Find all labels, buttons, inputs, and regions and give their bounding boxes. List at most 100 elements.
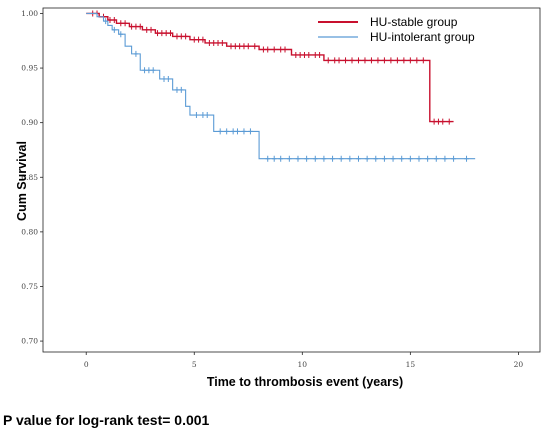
censor-mark bbox=[375, 57, 381, 64]
plot-frame bbox=[42, 7, 541, 353]
censor-mark bbox=[233, 43, 238, 50]
censor-mark bbox=[447, 118, 452, 125]
censor-mark bbox=[151, 67, 156, 74]
censor-mark bbox=[304, 155, 309, 162]
x-tick-label: 5 bbox=[192, 360, 197, 369]
censor-mark bbox=[356, 57, 361, 64]
censor-mark bbox=[297, 51, 303, 58]
censor-mark bbox=[451, 155, 456, 162]
censor-mark bbox=[103, 18, 108, 25]
censor-mark bbox=[205, 112, 210, 119]
censor-mark bbox=[163, 30, 169, 37]
censor-mark bbox=[133, 23, 139, 30]
censor-mark bbox=[272, 155, 277, 162]
censor-mark bbox=[317, 51, 322, 58]
censor-mark bbox=[235, 128, 240, 135]
censor-mark bbox=[416, 155, 422, 162]
censor-mark bbox=[252, 43, 257, 50]
censor-mark bbox=[343, 57, 348, 64]
censor-mark bbox=[241, 43, 247, 50]
y-tick-label: 0.70 bbox=[21, 337, 38, 346]
censor-mark bbox=[207, 39, 212, 46]
censor-mark bbox=[330, 155, 335, 162]
censor-mark bbox=[200, 112, 206, 119]
censor-mark bbox=[399, 155, 404, 162]
censor-mark bbox=[313, 155, 318, 162]
censor-mark bbox=[237, 43, 242, 50]
censor-mark bbox=[138, 23, 143, 30]
censor-mark bbox=[122, 20, 128, 27]
series-hu-stable-group bbox=[86, 10, 454, 125]
censor-mark bbox=[179, 33, 184, 40]
censor-mark bbox=[364, 155, 370, 162]
censor-mark bbox=[161, 75, 167, 82]
censor-mark bbox=[261, 46, 266, 53]
censor-mark bbox=[265, 155, 270, 162]
censor-mark bbox=[224, 128, 229, 135]
censor-mark bbox=[282, 46, 288, 53]
censor-mark bbox=[230, 128, 236, 135]
censor-mark bbox=[148, 26, 154, 33]
legend-label-hu-stable: HU-stable group bbox=[370, 15, 458, 29]
censor-mark bbox=[220, 39, 225, 46]
x-tick-label: 15 bbox=[406, 360, 416, 369]
censor-mark bbox=[382, 155, 387, 162]
censor-mark bbox=[356, 155, 361, 162]
censor-mark bbox=[133, 50, 139, 57]
censor-mark bbox=[146, 67, 152, 74]
censor-mark bbox=[401, 57, 407, 64]
censor-mark bbox=[168, 30, 173, 37]
censor-mark bbox=[390, 155, 396, 162]
censor-mark bbox=[339, 155, 344, 162]
censor-mark bbox=[431, 118, 437, 125]
censor-mark bbox=[129, 23, 134, 30]
censor-mark bbox=[414, 57, 420, 64]
censor-mark bbox=[159, 30, 165, 37]
censor-mark bbox=[332, 57, 337, 64]
censor-mark bbox=[144, 26, 149, 33]
y-tick-label: 0.75 bbox=[21, 282, 38, 291]
censor-mark bbox=[278, 155, 283, 162]
censor-mark bbox=[440, 118, 445, 125]
censor-mark bbox=[174, 86, 180, 93]
censor-mark bbox=[464, 155, 469, 162]
censor-mark bbox=[382, 57, 387, 64]
censor-mark bbox=[107, 17, 113, 24]
y-axis-ticks: 0.70 0.75 0.80 0.85 0.90 0.95 1.00 bbox=[21, 9, 43, 346]
censor-mark bbox=[166, 75, 171, 82]
x-axis-title: Time to thrombosis event (years) bbox=[207, 375, 403, 389]
censor-mark bbox=[302, 51, 307, 58]
censor-mark bbox=[434, 155, 439, 162]
censor-mark bbox=[293, 51, 299, 58]
censor-mark bbox=[408, 57, 413, 64]
log-rank-footnote: P value for log-rank test= 0.001 bbox=[3, 412, 210, 428]
censor-mark bbox=[215, 39, 221, 46]
censor-mark bbox=[248, 128, 253, 135]
censor-mark bbox=[278, 46, 283, 53]
x-axis-ticks: 0 5 10 15 20 bbox=[84, 352, 524, 369]
censor-mark bbox=[211, 39, 216, 46]
censor-mark bbox=[442, 155, 448, 162]
censor-mark bbox=[241, 128, 247, 135]
censor-mark bbox=[192, 36, 197, 43]
censor-mark bbox=[425, 155, 430, 162]
censor-mark bbox=[112, 26, 117, 33]
censor-mark bbox=[272, 46, 277, 53]
censor-mark bbox=[196, 36, 201, 43]
censor-mark bbox=[369, 57, 374, 64]
y-tick-label: 1.00 bbox=[21, 9, 38, 18]
x-tick-label: 20 bbox=[514, 360, 524, 369]
series-layer bbox=[86, 10, 476, 162]
censor-mark bbox=[321, 155, 327, 162]
censor-mark bbox=[362, 57, 368, 64]
censor-mark bbox=[326, 57, 331, 64]
legend: HU-stable group HU-intolerant group bbox=[318, 15, 475, 44]
censor-mark bbox=[373, 155, 378, 162]
censor-mark bbox=[408, 155, 413, 162]
censor-mark bbox=[228, 43, 234, 50]
y-tick-label: 0.80 bbox=[21, 227, 38, 236]
y-tick-label: 0.95 bbox=[21, 64, 38, 73]
censor-mark bbox=[306, 51, 311, 58]
censor-mark bbox=[347, 155, 353, 162]
censor-mark bbox=[246, 43, 251, 50]
